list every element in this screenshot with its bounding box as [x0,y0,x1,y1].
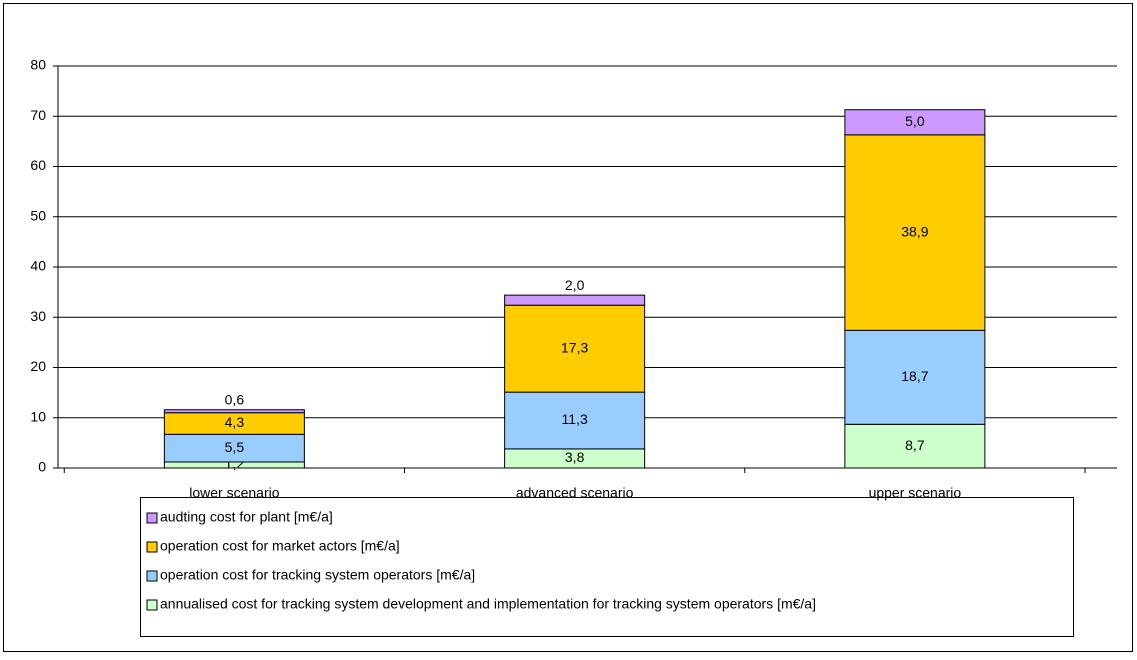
bar-segment [163,433,305,463]
data-label: 11,3 [562,411,588,427]
legend-swatch [146,512,158,524]
y-tick-label: 60 [30,157,46,173]
legend-swatch [146,570,158,582]
data-label: 17,3 [561,339,588,355]
bar-segment [844,423,986,469]
bar-segment [504,294,646,306]
bar-segment [844,109,986,136]
data-label: 38,9 [901,223,928,239]
y-tick-label: 70 [30,107,46,123]
x-tick-label: advanced scenario [516,485,634,501]
y-tick-label: 40 [30,258,46,274]
legend-box [140,497,1074,637]
bar-segment [504,304,646,393]
y-tick-label: 80 [30,57,46,73]
data-label: 3,8 [565,449,585,465]
y-tick-label: 50 [30,207,46,223]
data-label: 8,7 [905,437,925,453]
y-tick-label: 30 [30,308,46,324]
y-tick-label: 10 [30,408,46,424]
legend-label: annualised cost for tracking system deve… [160,596,816,612]
data-label: 2,0 [565,277,585,293]
bar-segment [844,134,986,331]
legend-swatch [146,541,158,553]
y-tick-label: 20 [30,358,46,374]
legend-label: audting cost for plant [m€/a] [160,509,333,525]
data-label: 5,5 [225,439,245,455]
legend-label: operation cost for market actors [m€/a] [160,538,400,554]
legend-swatch [146,599,158,611]
bar-segment [504,391,646,450]
data-label: 4,3 [225,414,245,430]
y-tick-label: 0 [38,459,46,475]
data-label: 18,7 [901,368,928,384]
legend-label: operation cost for tracking system opera… [160,567,475,583]
data-label: 0,6 [225,391,245,407]
bar-segment [844,329,986,425]
x-tick-label: upper scenario [869,485,962,501]
bar-segment [163,409,305,414]
x-tick-label: lower scenario [189,485,279,501]
data-label: 5,0 [905,113,925,129]
